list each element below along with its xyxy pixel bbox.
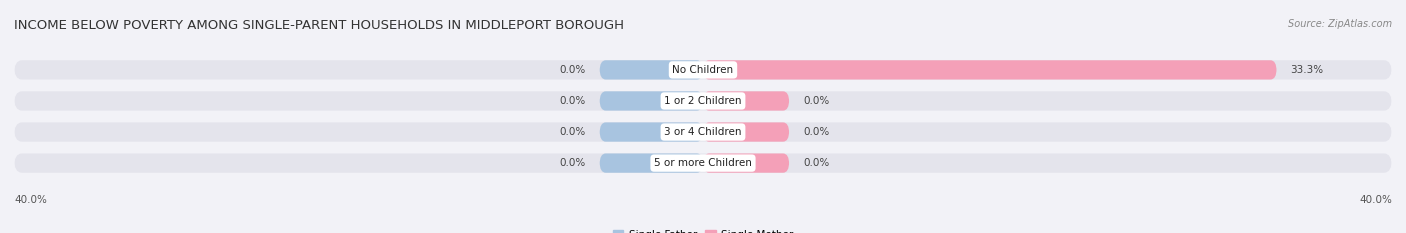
FancyBboxPatch shape <box>599 60 703 79</box>
FancyBboxPatch shape <box>14 154 1392 173</box>
FancyBboxPatch shape <box>14 60 1392 79</box>
Text: 5 or more Children: 5 or more Children <box>654 158 752 168</box>
Text: Source: ZipAtlas.com: Source: ZipAtlas.com <box>1288 19 1392 29</box>
Text: 40.0%: 40.0% <box>1360 195 1392 205</box>
Text: 0.0%: 0.0% <box>560 65 586 75</box>
Text: 3 or 4 Children: 3 or 4 Children <box>664 127 742 137</box>
Text: 0.0%: 0.0% <box>803 158 830 168</box>
Text: 1 or 2 Children: 1 or 2 Children <box>664 96 742 106</box>
Text: 0.0%: 0.0% <box>560 96 586 106</box>
FancyBboxPatch shape <box>599 91 703 111</box>
Text: INCOME BELOW POVERTY AMONG SINGLE-PARENT HOUSEHOLDS IN MIDDLEPORT BOROUGH: INCOME BELOW POVERTY AMONG SINGLE-PARENT… <box>14 19 624 32</box>
Text: 0.0%: 0.0% <box>803 96 830 106</box>
FancyBboxPatch shape <box>703 60 1277 79</box>
Legend: Single Father, Single Mother: Single Father, Single Mother <box>609 226 797 233</box>
Text: 0.0%: 0.0% <box>560 127 586 137</box>
FancyBboxPatch shape <box>703 91 789 111</box>
Text: 33.3%: 33.3% <box>1291 65 1323 75</box>
Text: No Children: No Children <box>672 65 734 75</box>
FancyBboxPatch shape <box>703 154 789 173</box>
FancyBboxPatch shape <box>14 91 1392 111</box>
FancyBboxPatch shape <box>599 154 703 173</box>
Text: 0.0%: 0.0% <box>560 158 586 168</box>
Text: 0.0%: 0.0% <box>803 127 830 137</box>
FancyBboxPatch shape <box>599 122 703 142</box>
FancyBboxPatch shape <box>14 122 1392 142</box>
FancyBboxPatch shape <box>703 122 789 142</box>
Text: 40.0%: 40.0% <box>14 195 46 205</box>
